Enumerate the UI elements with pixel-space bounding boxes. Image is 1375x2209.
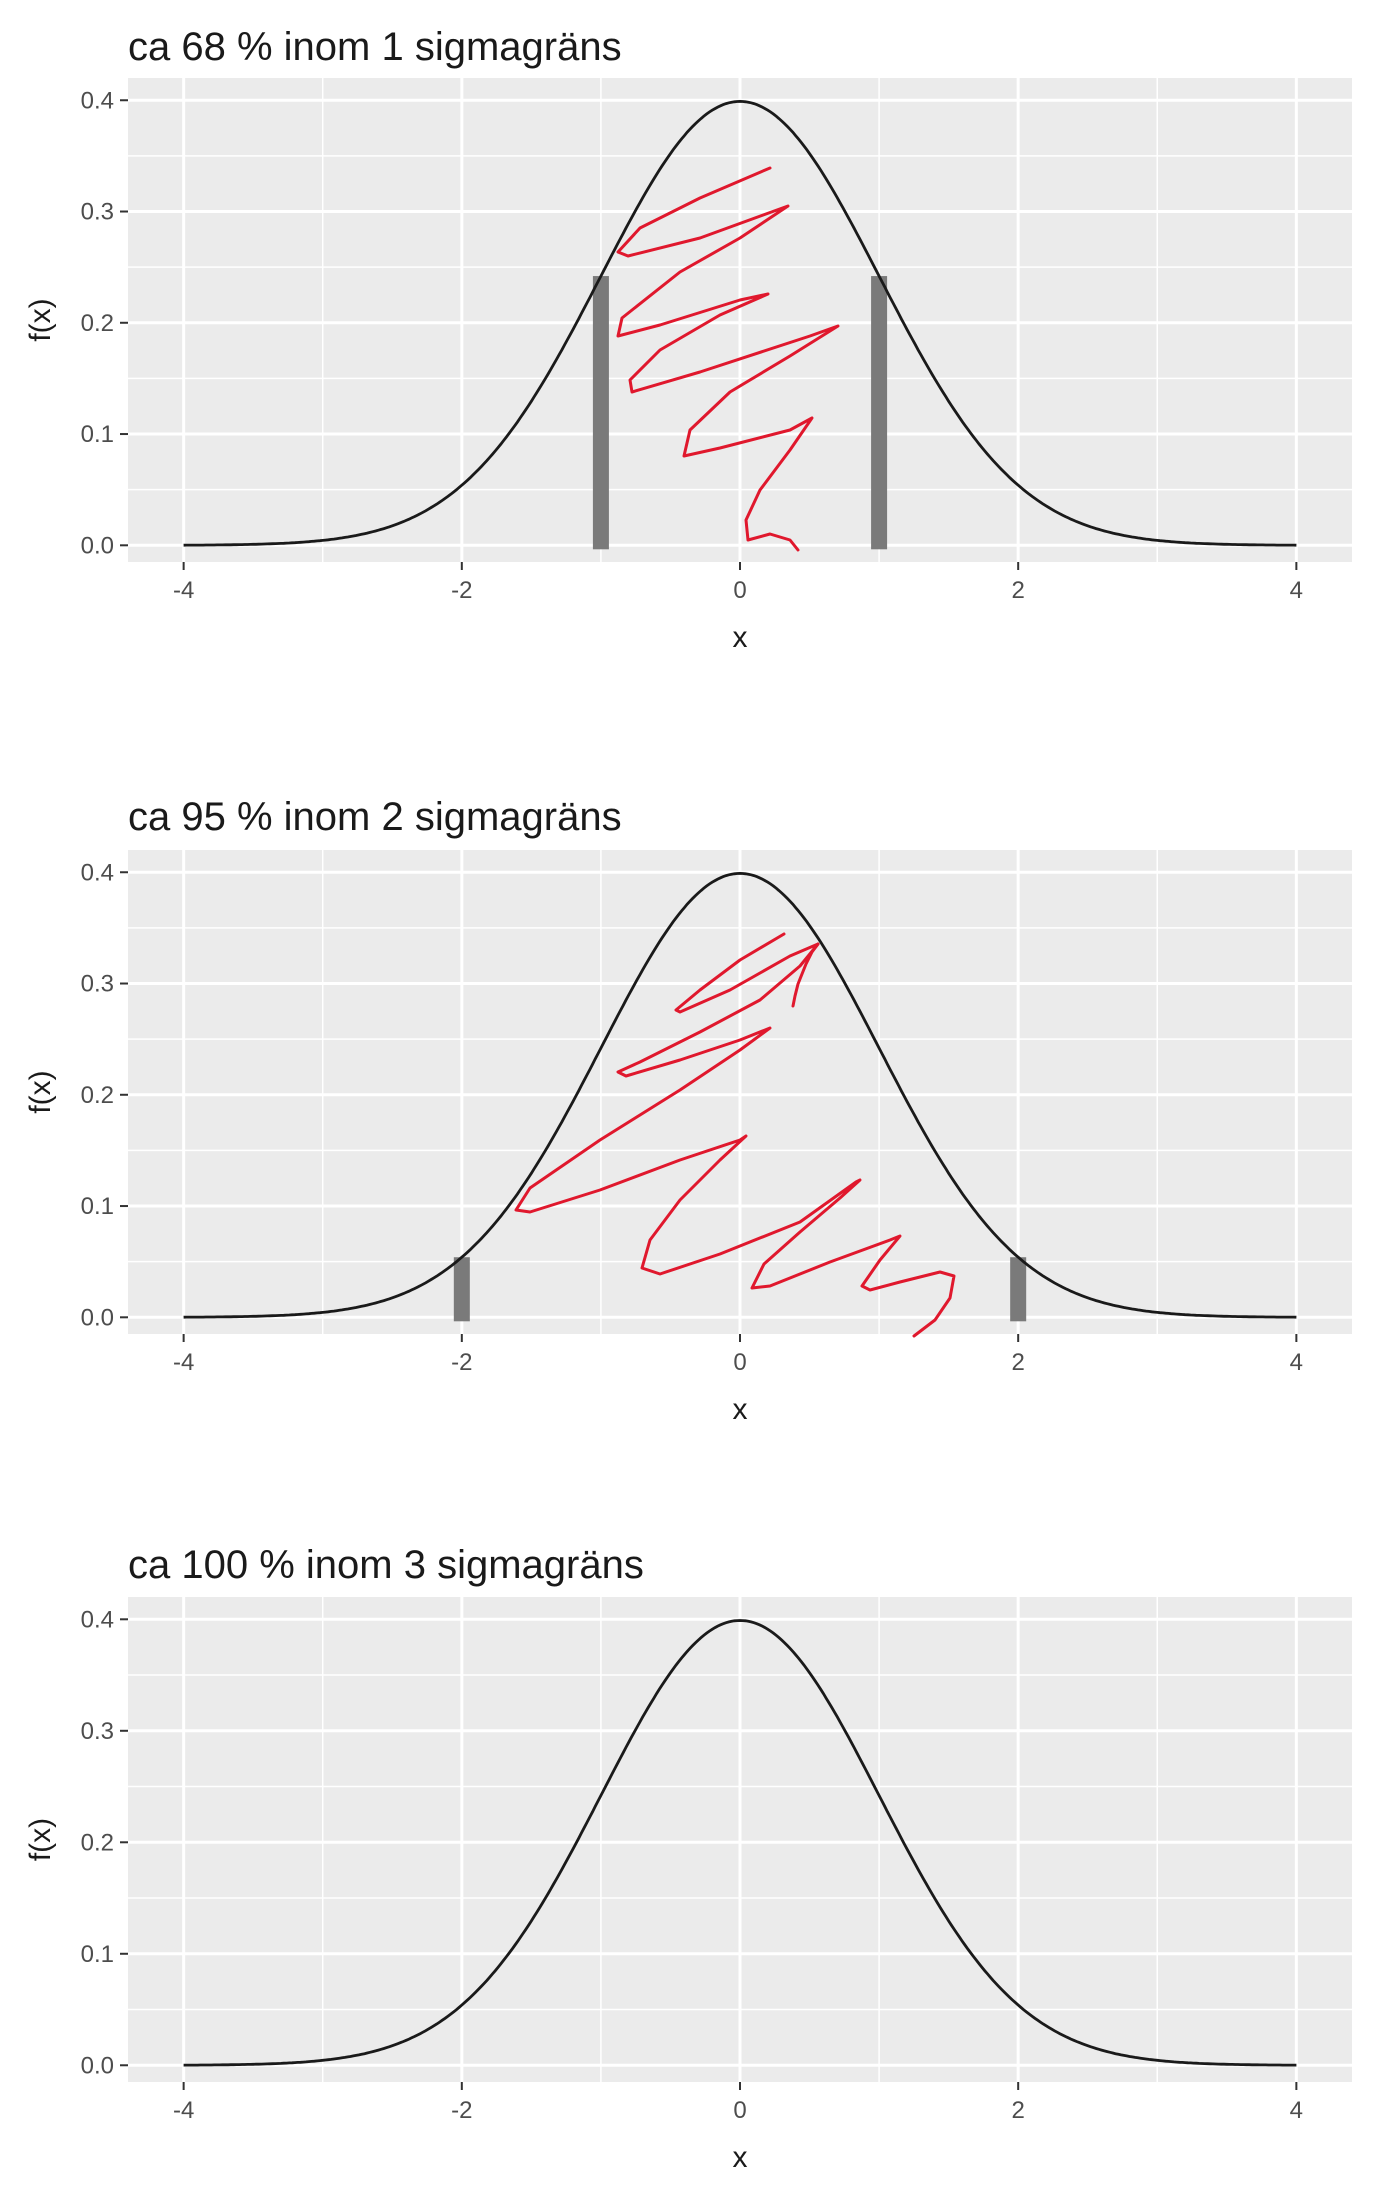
y-axis-label: f(x) (24, 1070, 57, 1113)
chart-title: ca 68 % inom 1 sigmagräns (128, 25, 622, 69)
y-tick-label: 0.2 (81, 310, 114, 337)
y-tick-label: 0.2 (81, 1829, 114, 1856)
y-tick-label: 0.1 (81, 421, 114, 448)
y-tick-label: 0.4 (81, 1606, 114, 1633)
y-axis-label: f(x) (24, 1818, 57, 1861)
x-tick-label: 2 (1012, 2097, 1025, 2124)
red-scribble-annotation (514, 932, 956, 1338)
chart-panel-3: ca 100 % inom 3 sigmagräns 0.0 0.1 0.2 0.3 0.… (24, 1543, 1352, 2174)
y-tick-label: 0.0 (81, 2052, 114, 2079)
x-tick-label: -2 (451, 2097, 472, 2124)
red-scribble-annotation (791, 942, 820, 1008)
y-tick-label: 0.1 (81, 1941, 114, 1968)
x-axis-label: x (733, 2141, 748, 2174)
y-tick-label: 0.1 (81, 1193, 114, 1220)
x-tick-label: 0 (733, 1349, 746, 1376)
sigma-bound-bar (592, 276, 609, 550)
x-tick-label: 4 (1290, 577, 1303, 604)
y-tick-label: 0.3 (81, 1718, 114, 1745)
chart-title: ca 95 % inom 2 sigmagräns (128, 795, 622, 839)
x-tick-label: 0 (733, 577, 746, 604)
x-tick-label: 4 (1290, 2097, 1303, 2124)
sigma-bound-bar (453, 1257, 470, 1322)
density-curve (183, 871, 1297, 1319)
chart-panel-1: ca 68 % inom 1 sigmagräns 0.0 0.1 0.2 0.3 0.4… (24, 25, 1352, 654)
x-tick-label: -2 (451, 1349, 472, 1376)
chart-title: ca 100 % inom 3 sigmagräns (128, 1543, 644, 1587)
y-tick-label: 0.4 (81, 87, 114, 114)
x-tick-label: 2 (1012, 1349, 1025, 1376)
x-tick-label: 2 (1012, 577, 1025, 604)
y-tick-label: 0.0 (81, 1304, 114, 1331)
density-curve (183, 1619, 1297, 2067)
x-tick-label: -4 (173, 2097, 194, 2124)
x-axis-label: x (733, 1393, 748, 1426)
y-tick-label: 0.3 (81, 199, 114, 226)
chart-panel-2: ca 95 % inom 2 sigmagräns 0.0 0.1 0.2 0.3 0.4… (24, 795, 1352, 1426)
red-scribble-annotation (616, 166, 840, 552)
x-axis-label: x (733, 621, 748, 654)
x-tick-label: -2 (451, 577, 472, 604)
sigma-bound-bar (871, 276, 888, 550)
density-curve (183, 99, 1297, 547)
sigma-bound-bar (1010, 1257, 1027, 1322)
y-axis-label: f(x) (24, 298, 57, 341)
y-tick-label: 0.4 (81, 859, 114, 886)
x-tick-label: 0 (733, 2097, 746, 2124)
y-tick-label: 0.2 (81, 1082, 114, 1109)
x-tick-label: 4 (1290, 1349, 1303, 1376)
y-tick-label: 0.3 (81, 971, 114, 998)
x-tick-label: -4 (173, 1349, 194, 1376)
x-tick-label: -4 (173, 577, 194, 604)
y-tick-label: 0.0 (81, 532, 114, 559)
